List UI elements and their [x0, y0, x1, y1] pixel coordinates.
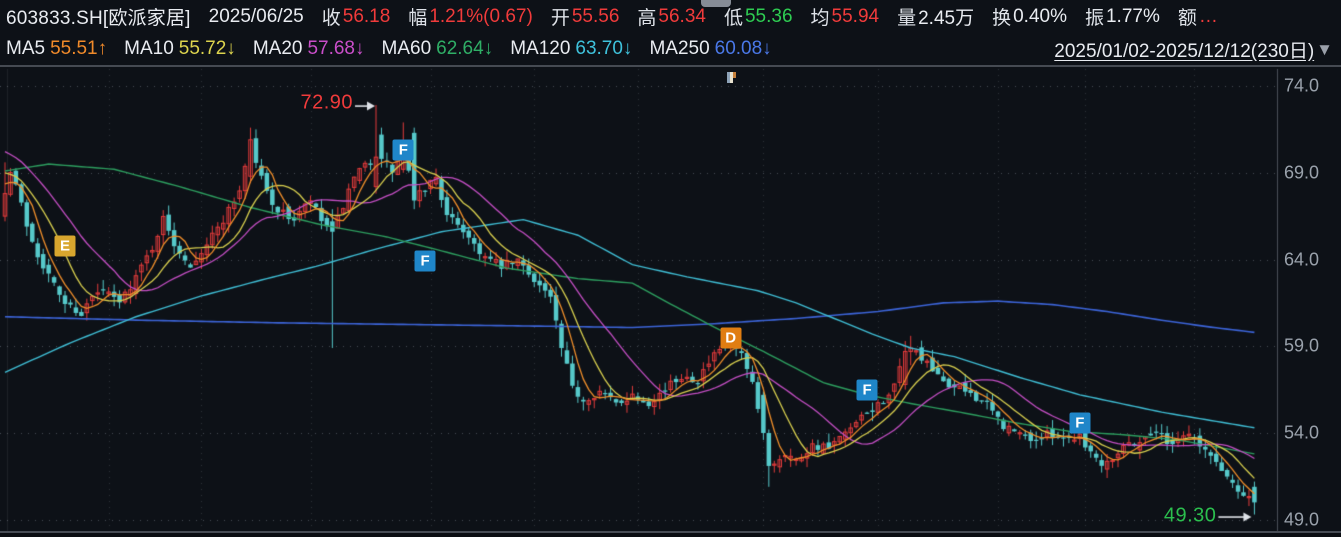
- field-value: 56.18: [342, 5, 391, 27]
- field-label: 换: [992, 8, 1012, 29]
- pattern-badge-F[interactable]: F: [856, 379, 878, 401]
- quote-row: 603833.SH[欧派家居] 2025/06/25 收 56.18 幅 1.21%(…: [6, 0, 1336, 33]
- quote-field-量: 量 2.45万: [897, 3, 974, 30]
- quote-field-幅: 幅 1.21%(0.67): [408, 3, 533, 30]
- quote-field-低: 低 55.36: [724, 3, 793, 30]
- low-price-annotation: 49.30: [1163, 504, 1217, 527]
- field-value: 55.36: [744, 5, 793, 27]
- quote-field-收: 收 56.18: [322, 3, 391, 30]
- ma-label: MA20: [252, 38, 303, 59]
- ma-legend-row: MA5 55.51↑ MA10 55.72↓ MA20 57.68↓ MA60 62.64↓ M…: [6, 33, 1336, 65]
- quote-field-均: 均 55.94: [811, 3, 880, 30]
- ma-legend-item-ma120: MA120 63.70↓: [510, 38, 632, 60]
- field-label: 收: [321, 8, 341, 29]
- pattern-badge-F[interactable]: F: [414, 250, 436, 272]
- field-value: 55.56: [571, 5, 620, 27]
- field-value: 2.45万: [918, 8, 975, 29]
- field-label: 低: [723, 8, 743, 29]
- field-value: 56.34: [658, 5, 706, 27]
- quote-field-开: 开 55.56: [551, 3, 620, 30]
- quote-header: 603833.SH[欧派家居] 2025/06/25 收 56.18 幅 1.21%(…: [0, 0, 1341, 67]
- field-value: 1.21%(0.67): [429, 5, 533, 27]
- field-label: 量: [897, 8, 917, 29]
- ma-value: 57.68↓: [307, 38, 365, 59]
- field-label: 额: [1177, 8, 1197, 29]
- event-flag-icon[interactable]: [726, 72, 737, 84]
- y-axis-label: 74.0: [1284, 75, 1320, 96]
- y-axis-label: 49.0: [1284, 509, 1320, 530]
- field-label: 幅: [408, 8, 428, 29]
- pattern-badge-F[interactable]: F: [1069, 412, 1091, 434]
- ma-label: MA60: [381, 38, 432, 59]
- ma-legend: MA5 55.51↑ MA10 55.72↓ MA20 57.68↓ MA60 62.64↓ M…: [6, 38, 772, 60]
- field-label: 均: [810, 8, 830, 29]
- y-axis-label: 64.0: [1284, 249, 1320, 269]
- field-value: …: [1198, 5, 1218, 27]
- field-value: 55.94: [831, 5, 880, 27]
- field-value: 0.40%: [1013, 5, 1067, 27]
- ma-label: MA250: [649, 38, 710, 59]
- quote-fields: 收 56.18 幅 1.21%(0.67) 开 55.56 高 56.34 低 55.36 均 55.…: [322, 3, 1218, 30]
- ma-label: MA5: [6, 38, 46, 59]
- ma-legend-item-ma20: MA20 57.68↓: [253, 38, 365, 60]
- ma-value: 55.72↓: [178, 38, 236, 59]
- ma-legend-item-ma10: MA10 55.72↓: [124, 38, 236, 60]
- panel-collapse-handle[interactable]: [701, 0, 731, 7]
- field-label: 高: [637, 8, 657, 29]
- symbol-title[interactable]: 603833.SH[欧派家居]: [6, 8, 191, 29]
- ma-legend-item-ma250: MA250 60.08↓: [649, 38, 771, 60]
- y-axis-label: 69.0: [1284, 162, 1320, 183]
- ma-value: 63.70↓: [575, 38, 633, 59]
- ma-legend-item-ma5: MA5 55.51↑: [6, 38, 107, 60]
- pattern-badge-D[interactable]: D: [720, 327, 742, 349]
- quote-field-额: 额…: [1178, 3, 1218, 30]
- pattern-badge-E[interactable]: E: [54, 235, 76, 257]
- ma-value: 60.08↓: [714, 38, 772, 59]
- field-label: 开: [550, 8, 570, 29]
- pattern-badge-F[interactable]: F: [392, 139, 414, 161]
- high-price-annotation: 72.90: [300, 91, 354, 114]
- quote-date: 2025/06/25: [208, 5, 304, 27]
- field-value: 1.77%: [1105, 5, 1160, 27]
- y-axis-label: 59.0: [1284, 335, 1320, 356]
- field-label: 振: [1084, 8, 1104, 29]
- ma-legend-item-ma60: MA60 62.64↓: [382, 38, 494, 60]
- ma-label: MA120: [510, 38, 571, 59]
- chevron-down-icon[interactable]: ▼: [1316, 39, 1333, 59]
- quote-field-换: 换 0.40%: [992, 3, 1067, 30]
- quote-field-高: 高 56.34: [637, 3, 706, 30]
- ma-label: MA10: [124, 38, 174, 59]
- ma-value: 55.51↑: [50, 38, 108, 59]
- quote-field-振: 振 1.77%: [1085, 3, 1160, 30]
- date-range-selector[interactable]: 2025/01/02-2025/12/12(230日): [1054, 40, 1315, 62]
- ma-value: 62.64↓: [436, 38, 494, 59]
- y-axis-label: 54.0: [1284, 422, 1320, 443]
- date-range-control[interactable]: 2025/01/02-2025/12/12(230日) ▼: [1054, 36, 1336, 63]
- pane-divider[interactable]: [0, 531, 1341, 537]
